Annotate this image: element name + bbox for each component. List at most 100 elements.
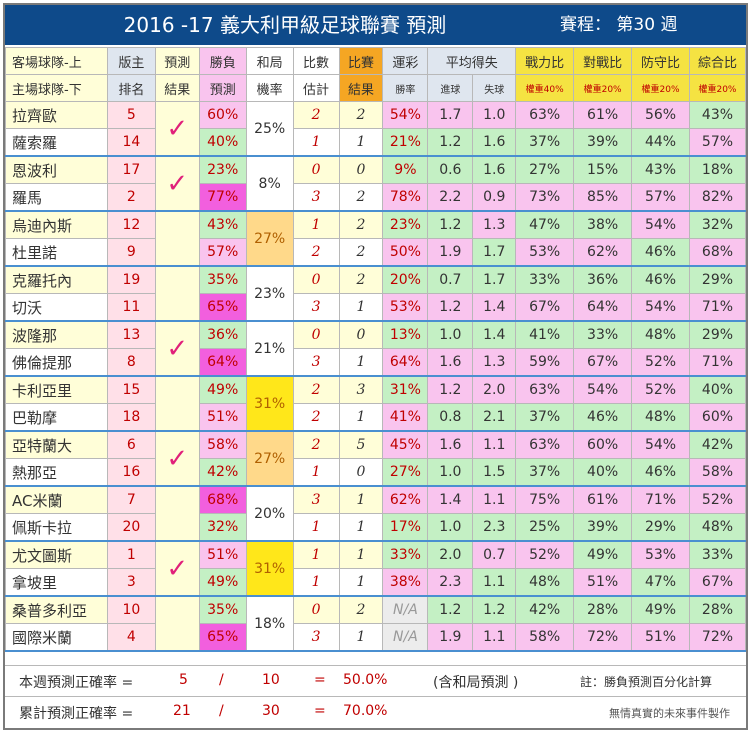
table-row: 國際米蘭 4 65% 3 1 N/A 1.9 1.1 58% 72% 51% 72% bbox=[5, 623, 747, 652]
header-defense: 防守比 bbox=[631, 47, 690, 75]
win-loss-prediction: 65% bbox=[198, 293, 247, 322]
score-estimate: 3 bbox=[292, 348, 340, 377]
check-icon: ✓ bbox=[166, 333, 189, 364]
win-loss-prediction: 35% bbox=[198, 595, 247, 624]
score-estimate: 3 bbox=[292, 293, 340, 322]
table-row: 亞特蘭大 6 ✓ 58% 27% 2 5 45% 1.6 1.1 63% 60% 54% 42% bbox=[5, 430, 747, 487]
prediction-result bbox=[154, 595, 200, 652]
win-loss-prediction: 49% bbox=[198, 375, 247, 404]
overall-ratio: 71% bbox=[688, 293, 747, 322]
win-loss-prediction: 51% bbox=[198, 403, 247, 432]
header-rank: 版主 bbox=[106, 47, 156, 75]
power-ratio: 27% bbox=[515, 155, 575, 184]
head-to-head-ratio: 15% bbox=[573, 155, 633, 184]
table-row: 佛倫提那 8 64% 3 1 64% 1.6 1.3 59% 67% 52% 71% bbox=[5, 348, 747, 377]
team-rank: 12 bbox=[106, 210, 156, 239]
defense-ratio: 46% bbox=[631, 458, 690, 487]
power-ratio: 25% bbox=[515, 513, 575, 542]
check-icon: ✓ bbox=[166, 113, 189, 144]
score-estimate: 1 bbox=[292, 210, 340, 239]
team-name: 桑普多利亞 bbox=[5, 595, 108, 624]
head-to-head-ratio: 51% bbox=[573, 568, 633, 597]
avg-goals-against: 1.1 bbox=[472, 568, 517, 597]
team-name: 巴勒摩 bbox=[5, 403, 108, 432]
avg-goals-against: 2.0 bbox=[472, 375, 517, 404]
header-power: 戰力比 bbox=[515, 47, 575, 75]
table-row: 熱那亞 16 42% 1 0 27% 1.0 1.5 37% 40% 46% 58% bbox=[5, 458, 747, 487]
defense-ratio: 47% bbox=[631, 568, 690, 597]
avg-goals-for: 1.0 bbox=[427, 513, 474, 542]
score-estimate: 0 bbox=[292, 265, 340, 294]
score-estimate: 2 bbox=[292, 375, 340, 404]
score-estimate: 1 bbox=[292, 513, 340, 542]
table-row: 拉齊歐 5 ✓ 60% 25% 2 2 54% 1.7 1.0 63% 61% 56% 43% bbox=[5, 101, 747, 157]
head-to-head-ratio: 85% bbox=[573, 183, 633, 212]
win-loss-prediction: 57% bbox=[198, 238, 247, 267]
avg-goals-against: 2.3 bbox=[472, 513, 517, 542]
prediction-result: ✓ bbox=[154, 430, 200, 487]
team-rank: 2 bbox=[106, 183, 156, 212]
table-row: 恩波利 17 ✓ 23% 8% 0 0 9% 0.6 1.6 27% 15% 43% 18% bbox=[5, 155, 747, 212]
team-rank: 3 bbox=[106, 568, 156, 597]
lottery-win-rate: N/A bbox=[382, 595, 429, 624]
match-result: 1 bbox=[338, 513, 384, 542]
defense-ratio: 71% bbox=[631, 485, 690, 514]
avg-goals-for: 1.9 bbox=[427, 623, 474, 652]
lottery-win-rate: 54% bbox=[382, 101, 429, 129]
header-h2h-weight: 權重20% bbox=[573, 74, 633, 102]
header-pred: 預測 bbox=[154, 47, 200, 75]
overall-ratio: 29% bbox=[688, 320, 747, 349]
score-estimate: 0 bbox=[292, 155, 340, 184]
defense-ratio: 46% bbox=[631, 265, 690, 294]
avg-goals-for: 1.2 bbox=[427, 128, 474, 157]
header-wl-2: 預測 bbox=[198, 74, 247, 102]
head-to-head-ratio: 54% bbox=[573, 375, 633, 404]
win-loss-prediction: 68% bbox=[198, 485, 247, 514]
defense-weight: 權重20% bbox=[641, 84, 680, 95]
match-result: 0 bbox=[338, 155, 384, 184]
defense-ratio: 56% bbox=[631, 101, 690, 129]
head-to-head-ratio: 61% bbox=[573, 485, 633, 514]
match-result: 1 bbox=[338, 568, 384, 597]
defense-ratio: 53% bbox=[631, 540, 690, 569]
avg-goals-against: 1.0 bbox=[472, 101, 517, 129]
avg-goals-for: 2.2 bbox=[427, 183, 474, 212]
cumulative-eq: = bbox=[314, 703, 326, 719]
lottery-win-rate: 27% bbox=[382, 458, 429, 487]
avg-goals-for: 1.2 bbox=[427, 595, 474, 624]
header-overall-weight: 權重20% bbox=[688, 74, 747, 102]
score-estimate: 1 bbox=[292, 128, 340, 157]
win-loss-prediction: 51% bbox=[198, 540, 247, 569]
header-overall: 綜合比 bbox=[688, 47, 747, 75]
power-ratio: 63% bbox=[515, 375, 575, 404]
power-ratio: 33% bbox=[515, 265, 575, 294]
defense-ratio: 51% bbox=[631, 623, 690, 652]
defense-ratio: 29% bbox=[631, 513, 690, 542]
header-lottery-2: 勝率 bbox=[382, 74, 429, 102]
match-result: 1 bbox=[338, 403, 384, 432]
overall-ratio: 40% bbox=[688, 375, 747, 404]
power-ratio: 48% bbox=[515, 568, 575, 597]
power-ratio: 52% bbox=[515, 540, 575, 569]
win-loss-prediction: 65% bbox=[198, 623, 247, 652]
cumulative-label: 累計預測正確率 = bbox=[19, 706, 134, 722]
head-to-head-ratio: 33% bbox=[573, 320, 633, 349]
header-rank-2: 排名 bbox=[106, 74, 156, 102]
defense-ratio: 48% bbox=[631, 320, 690, 349]
team-rank: 16 bbox=[106, 458, 156, 487]
team-rank: 9 bbox=[106, 238, 156, 267]
match-result: 1 bbox=[338, 485, 384, 514]
lottery-win-rate: 50% bbox=[382, 238, 429, 267]
lottery-win-rate: 20% bbox=[382, 265, 429, 294]
header-gf: 進球 bbox=[427, 74, 474, 102]
match-result: 0 bbox=[338, 458, 384, 487]
team-rank: 11 bbox=[106, 293, 156, 322]
lottery-win-rate: 64% bbox=[382, 348, 429, 377]
draw-probability: 31% bbox=[245, 375, 294, 432]
table-row: 拿坡里 3 49% 1 1 38% 2.3 1.1 48% 51% 47% 67% bbox=[5, 568, 747, 597]
team-rank: 17 bbox=[106, 155, 156, 184]
lottery-win-rate: 17% bbox=[382, 513, 429, 542]
lottery-win-rate: N/A bbox=[382, 623, 429, 652]
match-result: 3 bbox=[338, 375, 384, 404]
header-lottery: 運彩 bbox=[382, 47, 429, 75]
